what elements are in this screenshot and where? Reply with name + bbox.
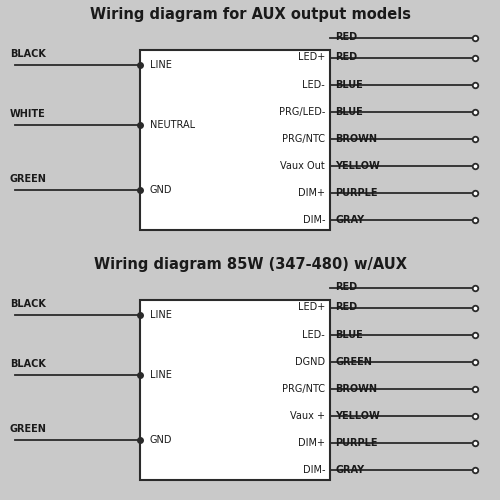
Text: YELLOW: YELLOW	[335, 411, 380, 421]
Text: GREEN: GREEN	[10, 174, 47, 184]
Text: RED: RED	[335, 302, 357, 312]
Text: BLACK: BLACK	[10, 359, 46, 369]
Text: LINE: LINE	[150, 370, 172, 380]
Text: LINE: LINE	[150, 310, 172, 320]
Text: DIM+: DIM+	[298, 188, 325, 198]
Text: RED: RED	[335, 32, 357, 42]
Text: Vaux +: Vaux +	[290, 411, 325, 421]
Text: BLUE: BLUE	[335, 106, 363, 117]
Text: NEUTRAL: NEUTRAL	[150, 120, 195, 130]
Text: DIM-: DIM-	[302, 465, 325, 475]
Text: DGND: DGND	[295, 356, 325, 366]
Text: BROWN: BROWN	[335, 384, 377, 394]
Text: GRAY: GRAY	[335, 215, 364, 225]
Text: RED: RED	[335, 282, 357, 292]
Text: PRG/LED-: PRG/LED-	[278, 106, 325, 117]
Text: PRG/NTC: PRG/NTC	[282, 134, 325, 144]
Text: GND: GND	[150, 435, 172, 445]
Text: BLACK: BLACK	[10, 298, 46, 308]
Text: YELLOW: YELLOW	[335, 161, 380, 171]
Text: BLACK: BLACK	[10, 49, 46, 58]
Text: WHITE: WHITE	[10, 109, 46, 118]
Text: LED+: LED+	[298, 52, 325, 62]
Text: LED-: LED-	[302, 330, 325, 340]
Text: LED+: LED+	[298, 302, 325, 312]
Text: BROWN: BROWN	[335, 134, 377, 144]
Text: BLUE: BLUE	[335, 80, 363, 90]
Text: RED: RED	[335, 52, 357, 62]
Text: DIM+: DIM+	[298, 438, 325, 448]
Text: Wiring diagram 85W (347-480) w/AUX: Wiring diagram 85W (347-480) w/AUX	[94, 258, 406, 272]
Text: GRAY: GRAY	[335, 465, 364, 475]
Text: BLUE: BLUE	[335, 330, 363, 340]
Text: PRG/NTC: PRG/NTC	[282, 384, 325, 394]
Text: GND: GND	[150, 185, 172, 195]
Text: DIM-: DIM-	[302, 215, 325, 225]
Bar	[140, 50, 330, 230]
Text: GREEN: GREEN	[335, 356, 372, 366]
Text: Wiring diagram for AUX output models: Wiring diagram for AUX output models	[90, 8, 410, 22]
Text: PURPLE: PURPLE	[335, 438, 378, 448]
Text: LED-: LED-	[302, 80, 325, 90]
Text: Vaux Out: Vaux Out	[280, 161, 325, 171]
Bar	[140, 300, 330, 480]
Text: LINE: LINE	[150, 60, 172, 70]
Text: PURPLE: PURPLE	[335, 188, 378, 198]
Text: GREEN: GREEN	[10, 424, 47, 434]
